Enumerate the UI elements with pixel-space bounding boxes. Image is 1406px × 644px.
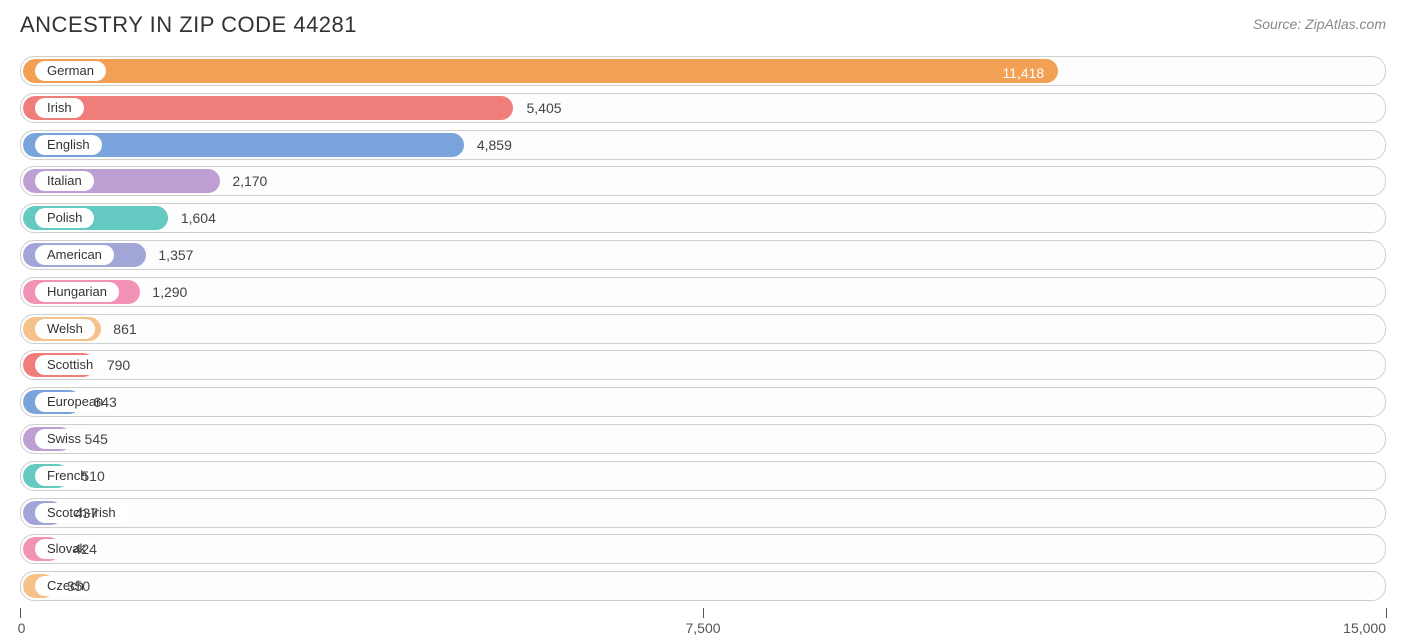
bar-row: Scotch-Irish437 — [20, 498, 1386, 528]
bar-track — [23, 317, 1383, 341]
bar-value: 5,405 — [526, 94, 561, 122]
category-pill: German — [35, 61, 106, 81]
category-pill: Italian — [35, 171, 94, 191]
bar-track — [23, 206, 1383, 230]
bar-track — [23, 243, 1383, 267]
bar-value: 2,170 — [232, 167, 267, 195]
bar-row: French510 — [20, 461, 1386, 491]
bar-value: 437 — [75, 499, 98, 527]
axis-tick-label: 7,500 — [685, 620, 720, 636]
category-pill: Polish — [35, 208, 94, 228]
bar-row: Irish 5,405 — [20, 93, 1386, 123]
bar-chart: 11,418 German Irish 5,405 English 4,859 Italia… — [0, 46, 1406, 601]
bar-row: American 1,357 — [20, 240, 1386, 270]
bar-track — [23, 501, 1383, 525]
bar-value: 4,859 — [477, 131, 512, 159]
bar-track: 11,418 — [23, 59, 1383, 83]
axis-tick-label: 0 — [18, 620, 26, 636]
axis-tick-label: 15,000 — [1343, 620, 1386, 636]
bar-track — [23, 390, 1383, 414]
bar-value: 11,418 — [1002, 59, 1044, 83]
bar-row: European643 — [20, 387, 1386, 417]
bar-value: 350 — [67, 572, 90, 600]
bar-row: Welsh 861 — [20, 314, 1386, 344]
bar-value: 1,357 — [158, 241, 193, 269]
axis-tick — [20, 608, 21, 618]
bar-row: Hungarian 1,290 — [20, 277, 1386, 307]
bar-value: 861 — [113, 315, 136, 343]
x-axis: 0 7,500 15,000 — [20, 608, 1386, 644]
bar-fill: 11,418 — [23, 59, 1058, 83]
category-pill: Welsh — [35, 319, 95, 339]
bar-track — [23, 280, 1383, 304]
bar-value: 1,290 — [152, 278, 187, 306]
bar-value: 1,604 — [181, 204, 216, 232]
bar-fill — [23, 96, 513, 120]
axis-tick — [1386, 608, 1387, 618]
bar-row: Scottish790 — [20, 350, 1386, 380]
bar-row: English 4,859 — [20, 130, 1386, 160]
bar-row: Polish 1,604 — [20, 203, 1386, 233]
bar-track — [23, 169, 1383, 193]
bar-value: 424 — [74, 535, 97, 563]
bar-row: 11,418 German — [20, 56, 1386, 86]
bar-track — [23, 427, 1383, 451]
bar-track — [23, 574, 1383, 598]
bar-row: Czech350 — [20, 571, 1386, 601]
category-pill: Scottish — [35, 355, 105, 375]
chart-title: ANCESTRY IN ZIP CODE 44281 — [20, 12, 357, 38]
axis-tick — [703, 608, 704, 618]
bar-track — [23, 133, 1383, 157]
bar-value: 643 — [93, 388, 116, 416]
chart-source: Source: ZipAtlas.com — [1253, 16, 1386, 32]
category-pill: Irish — [35, 98, 84, 118]
category-pill: American — [35, 245, 114, 265]
bar-row: Italian 2,170 — [20, 166, 1386, 196]
bar-track — [23, 96, 1383, 120]
category-pill: Hungarian — [35, 282, 119, 302]
bar-track — [23, 353, 1383, 377]
category-pill: English — [35, 135, 102, 155]
bar-row: Slovak424 — [20, 534, 1386, 564]
chart-header: ANCESTRY IN ZIP CODE 44281 Source: ZipAt… — [0, 0, 1406, 46]
bar-track — [23, 537, 1383, 561]
bar-value: 545 — [85, 425, 108, 453]
bar-value: 790 — [107, 351, 130, 379]
bar-value: 510 — [81, 462, 104, 490]
bar-track — [23, 464, 1383, 488]
bar-row: Swiss545 — [20, 424, 1386, 454]
